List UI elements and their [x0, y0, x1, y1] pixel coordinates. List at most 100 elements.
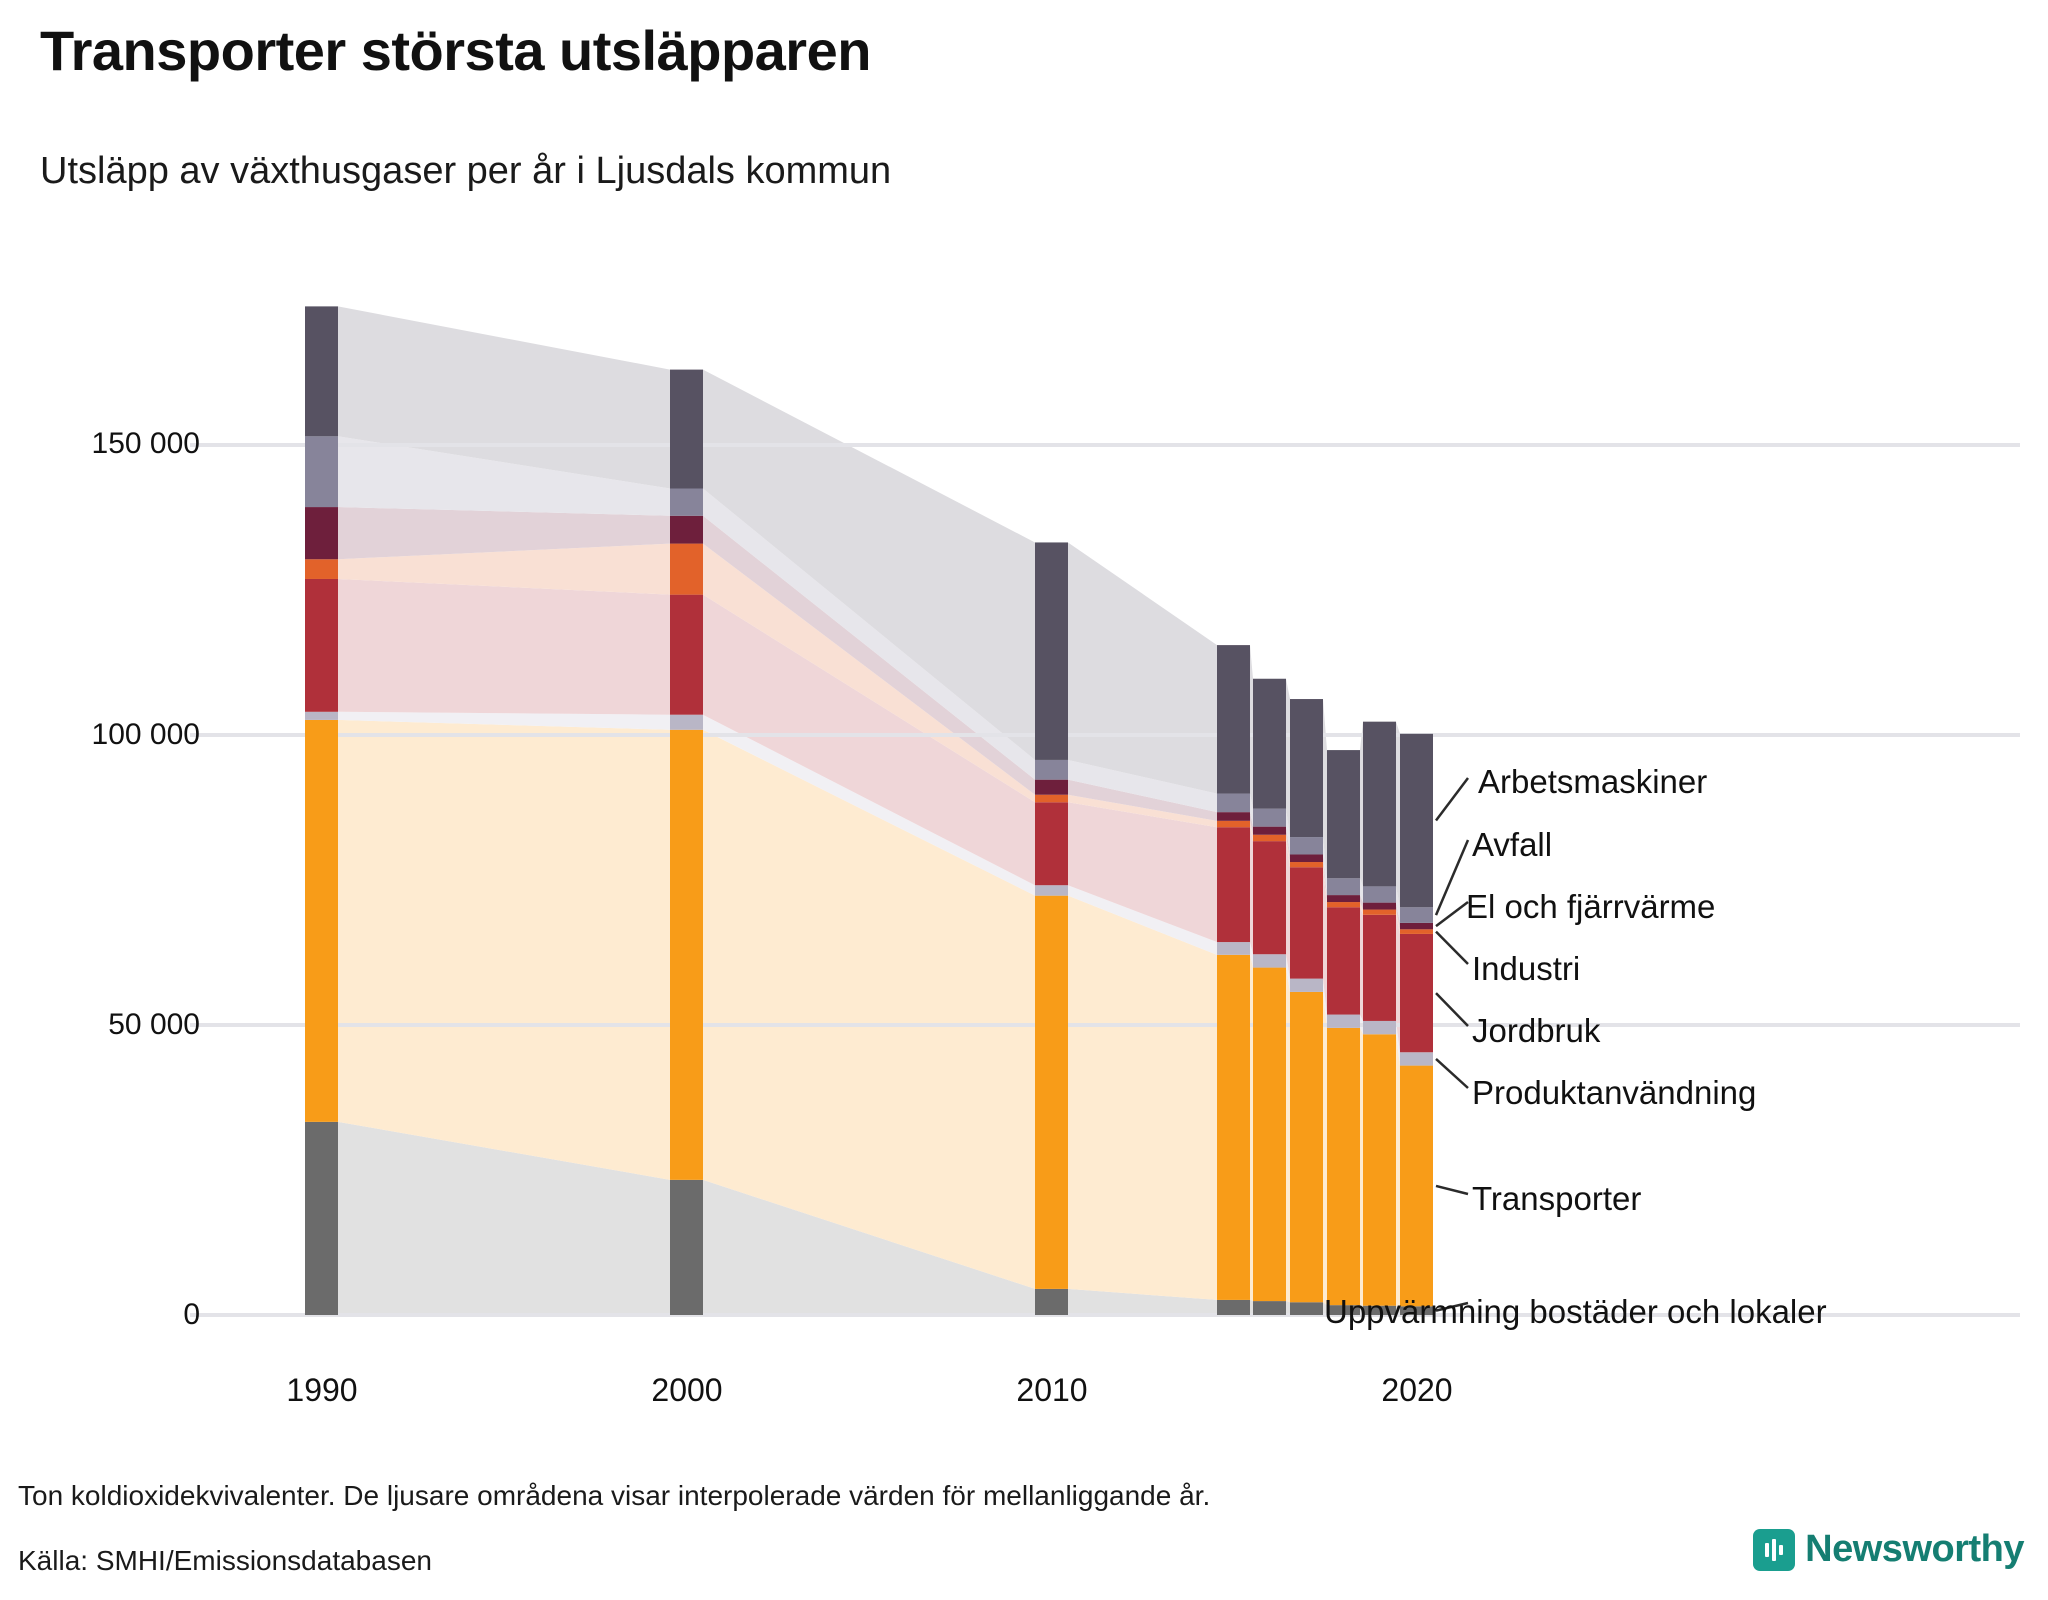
bar-segment	[1290, 699, 1323, 838]
bar-segment	[305, 436, 338, 508]
bar-segment	[1253, 841, 1286, 955]
brand-logo: Newsworthy	[1753, 1528, 2024, 1571]
interpolated-band	[1323, 862, 1327, 908]
ytick-label-150000: 150 000	[91, 427, 200, 460]
leader-line	[1435, 901, 1469, 928]
ytick-label-50000: 50 000	[108, 1008, 200, 1041]
interpolated-band	[1360, 1305, 1363, 1315]
bar-segment	[1217, 954, 1250, 1300]
interpolated-band	[1068, 802, 1217, 943]
bar-segment	[1290, 837, 1323, 855]
interpolated-band	[1360, 907, 1363, 1021]
interpolated-band	[1068, 779, 1217, 821]
leader-line	[1435, 1301, 1469, 1312]
bar-segment	[670, 714, 703, 730]
interpolated-band	[703, 714, 1035, 896]
interpolated-band	[338, 711, 670, 730]
interpolated-bands	[338, 306, 1400, 1315]
interpolated-band	[1250, 812, 1253, 835]
bar-segment	[1290, 978, 1323, 992]
leader-line	[1435, 1058, 1469, 1089]
bar-segment	[670, 1179, 703, 1315]
bar-segment	[1217, 942, 1250, 955]
interpolated-band	[338, 578, 670, 715]
bar-segment	[1035, 759, 1068, 780]
bar-segment	[1290, 854, 1323, 863]
bar-segment	[305, 559, 338, 579]
bar-segment	[1363, 1305, 1396, 1315]
bar-segment	[1035, 802, 1068, 886]
bar-segment	[1400, 1065, 1433, 1307]
bar-segment	[1253, 967, 1286, 1302]
xtick-label-1990: 1990	[286, 1372, 358, 1408]
bar-segment	[670, 729, 703, 1180]
series-label-jordbruk: Jordbruk	[1472, 1012, 1601, 1049]
page-subtitle: Utsläpp av växthusgaser per år i Ljusdal…	[40, 150, 892, 192]
bar-segment	[1290, 991, 1323, 1303]
bar-segment	[670, 594, 703, 715]
bar-segment	[1035, 885, 1068, 896]
leader-line	[1435, 1184, 1469, 1196]
bar-segment	[1253, 834, 1286, 842]
bar-segment	[1327, 1305, 1360, 1315]
interpolated-band	[1323, 854, 1327, 903]
bar-segment	[1400, 907, 1433, 923]
bar-segment	[1327, 878, 1360, 896]
series-label-produktanvandning: Produktanvändning	[1472, 1074, 1757, 1111]
bar-segment	[1363, 1034, 1396, 1306]
bar-segment	[1217, 827, 1250, 943]
bar-segment	[305, 306, 338, 437]
interpolated-band	[1396, 1020, 1400, 1066]
bar-segment	[305, 719, 338, 1122]
bar-segment	[1217, 645, 1250, 794]
ytick-label-0: 0	[183, 1298, 200, 1331]
bar-segment	[1400, 929, 1433, 934]
interpolated-band	[338, 719, 670, 1180]
interpolated-band	[1286, 826, 1290, 863]
bar-segment	[1035, 1288, 1068, 1315]
leader-line	[1435, 777, 1469, 822]
bar-segment	[1400, 1306, 1433, 1315]
bar-segment	[1400, 933, 1433, 1053]
series-label-transporter: Transporter	[1472, 1180, 1642, 1217]
interpolated-band	[703, 515, 1035, 795]
interpolated-band	[1396, 902, 1400, 930]
bar-segment	[1400, 1052, 1433, 1066]
bar-segment	[1363, 909, 1396, 915]
bar-segment	[1217, 820, 1250, 828]
interpolated-band	[1360, 878, 1363, 903]
bar-segment	[305, 711, 338, 720]
interpolated-band	[1068, 542, 1217, 794]
brand-name: Newsworthy	[1805, 1528, 2024, 1570]
bar-segment	[1253, 954, 1286, 968]
leader-line	[1435, 992, 1469, 1027]
bar-segment	[1363, 886, 1396, 903]
interpolated-band	[703, 1179, 1035, 1315]
bar-segment	[1035, 895, 1068, 1289]
interpolated-band	[1068, 885, 1217, 955]
xtick-label-2010: 2010	[1016, 1372, 1088, 1408]
interpolated-band	[1286, 834, 1290, 868]
interpolated-band	[1323, 699, 1327, 879]
interpolated-band	[1068, 895, 1217, 1300]
bar-segment	[1327, 1014, 1360, 1028]
bar-segment	[1327, 895, 1360, 903]
bar-segment	[1217, 793, 1250, 813]
bar-segment	[1327, 907, 1360, 1015]
gridlines	[190, 443, 2020, 1317]
page-title: Transporter största utsläpparen	[40, 19, 871, 82]
interpolated-band	[703, 729, 1035, 1289]
bar-segment	[1400, 733, 1433, 908]
interpolated-band	[1396, 1305, 1400, 1315]
interpolated-band	[1250, 645, 1253, 809]
bar-segment	[1290, 1302, 1323, 1315]
interpolated-band	[1286, 954, 1290, 992]
ytick-label-100000: 100 000	[91, 718, 200, 751]
bar-segment	[1035, 542, 1068, 760]
interpolated-band	[1250, 954, 1253, 1302]
interpolated-band	[1068, 794, 1217, 828]
leader-line	[1435, 930, 1469, 965]
interpolated-band	[703, 594, 1035, 886]
bar-segment	[1400, 922, 1433, 930]
xtick-label-2000: 2000	[651, 1372, 723, 1408]
